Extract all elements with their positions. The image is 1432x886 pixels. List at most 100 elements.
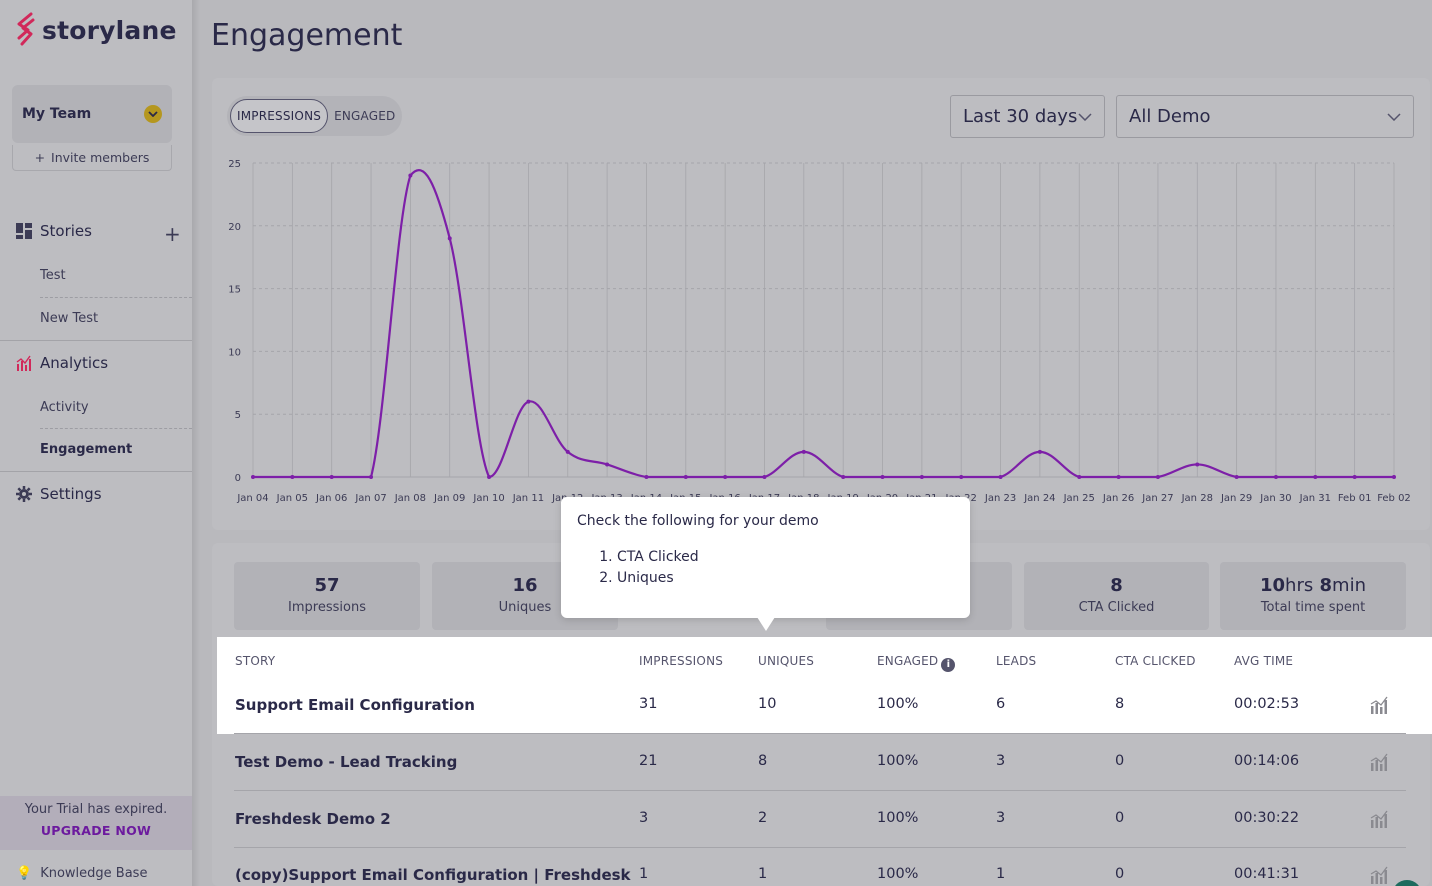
team-select[interactable]: My Team (12, 85, 172, 143)
team-switcher: My Team + Invite members (12, 85, 172, 173)
x-tick-label: Feb 02 (1377, 493, 1411, 504)
date-range-select[interactable]: Last 30 days (950, 95, 1105, 138)
sidebar-item-stories[interactable]: Stories (16, 222, 92, 240)
data-point[interactable] (1392, 475, 1396, 479)
brand-name: storylane (42, 15, 177, 45)
minutes-unit: min (1332, 575, 1366, 596)
data-point[interactable] (841, 475, 846, 479)
date-range-value: Last 30 days (963, 106, 1078, 127)
chat-launcher-button[interactable] (1392, 880, 1422, 886)
sidebar-item-settings[interactable]: Settings (16, 485, 102, 503)
row-analytics-icon[interactable] (1370, 696, 1388, 714)
data-point[interactable] (1195, 462, 1200, 467)
sidebar-item-new-test[interactable]: New Test (40, 311, 99, 326)
data-point[interactable] (683, 475, 688, 479)
divider (40, 428, 192, 429)
invite-members-button[interactable]: + Invite members (12, 145, 172, 171)
x-tick-label: Jan 28 (1181, 493, 1213, 504)
cell-story[interactable]: Test Demo - Lead Tracking (235, 753, 458, 771)
data-point[interactable] (1313, 475, 1318, 479)
data-point[interactable] (565, 449, 570, 454)
hours-value: 10 (1259, 575, 1286, 596)
x-tick-label: Jan 24 (1023, 493, 1055, 504)
cell-avg: 00:14:06 (1234, 753, 1300, 769)
data-point[interactable] (1273, 475, 1278, 479)
data-point[interactable] (251, 475, 255, 479)
x-tick-label: Jan 09 (433, 493, 465, 504)
toggle-engaged[interactable]: ENGAGED (334, 109, 396, 123)
data-point[interactable] (723, 475, 728, 479)
plus-icon: + (34, 150, 46, 165)
x-tick-label: Jan 30 (1259, 493, 1291, 504)
row-analytics-icon[interactable] (1370, 810, 1388, 828)
sidebar-item-analytics[interactable]: Analytics (16, 354, 108, 372)
data-point[interactable] (329, 475, 334, 479)
data-point[interactable] (880, 475, 885, 479)
tooltip-list: CTA Clicked Uniques (577, 547, 954, 589)
data-point[interactable] (1352, 475, 1357, 479)
info-icon[interactable]: i (941, 657, 956, 672)
data-point[interactable] (1155, 475, 1160, 479)
data-point[interactable] (1234, 475, 1239, 479)
y-tick-label: 20 (228, 222, 241, 233)
tooltip-item: Uniques (617, 568, 954, 589)
stat-label: Total time spent (1260, 600, 1366, 615)
stat-total-time: 10hrs 8min Total time spent (1220, 562, 1406, 630)
data-point[interactable] (998, 475, 1003, 479)
demo-select[interactable]: All Demo (1116, 95, 1414, 138)
data-point[interactable] (1116, 475, 1121, 479)
settings-label: Settings (40, 485, 102, 503)
header-story: STORY (235, 654, 276, 668)
cell-story[interactable]: Support Email Configuration (235, 696, 475, 714)
data-point[interactable] (959, 475, 964, 479)
sidebar-item-test[interactable]: Test (40, 268, 66, 283)
cell-story[interactable]: (copy)Support Email Configuration | Fres… (235, 866, 631, 884)
data-point[interactable] (1077, 475, 1082, 479)
sidebar: storylane My Team + Invite members Stori… (0, 0, 192, 886)
data-point[interactable] (408, 173, 413, 178)
cell-uniques: 10 (758, 696, 777, 712)
data-point[interactable] (1037, 449, 1042, 454)
hours-unit: hrs (1285, 575, 1314, 596)
sidebar-item-engagement[interactable]: Engagement (40, 442, 133, 457)
analytics-label: Analytics (40, 354, 109, 372)
sidebar-item-activity[interactable]: Activity (40, 400, 89, 415)
stat-value: 10hrs 8min (1220, 575, 1406, 596)
cell-story[interactable]: Freshdesk Demo 2 (235, 810, 391, 828)
data-point[interactable] (369, 475, 374, 479)
data-point[interactable] (290, 475, 295, 479)
stat-value: 57 (314, 575, 340, 596)
divider (0, 471, 192, 472)
data-point[interactable] (605, 462, 610, 467)
x-tick-label: Jan 07 (354, 493, 386, 504)
cell-impressions: 31 (639, 696, 658, 712)
row-analytics-icon[interactable] (1370, 753, 1388, 771)
x-tick-label: Jan 26 (1102, 493, 1134, 504)
upgrade-now-link[interactable]: UPGRADE NOW (40, 823, 152, 838)
data-point[interactable] (801, 449, 806, 454)
divider (0, 340, 192, 341)
y-tick-label: 0 (235, 473, 241, 484)
toggle-impressions[interactable]: IMPRESSIONS (230, 99, 329, 133)
data-point[interactable] (644, 475, 649, 479)
x-tick-label: Feb 01 (1338, 493, 1372, 504)
cell-impressions: 1 (639, 866, 649, 882)
guide-tooltip: Check the following for your demo CTA Cl… (561, 497, 970, 618)
add-story-button[interactable]: + (164, 222, 181, 246)
header-cta-clicked: CTA CLICKED (1115, 654, 1196, 668)
data-point[interactable] (919, 475, 924, 479)
tooltip-title: Check the following for your demo (577, 513, 819, 529)
data-point[interactable] (487, 475, 492, 479)
x-tick-label: Jan 10 (472, 493, 504, 504)
data-point[interactable] (526, 399, 531, 404)
storylane-logo[interactable]: storylane (16, 12, 177, 48)
data-point[interactable] (762, 475, 767, 479)
x-tick-label: Jan 29 (1220, 493, 1252, 504)
stat-label: CTA Clicked (1078, 600, 1155, 615)
row-analytics-icon[interactable] (1370, 866, 1388, 884)
cell-avg: 00:41:31 (1234, 866, 1300, 882)
row-divider (234, 790, 1406, 791)
data-point[interactable] (447, 236, 452, 241)
chevron-down-icon (144, 105, 162, 123)
knowledge-base-link[interactable]: 💡 Knowledge Base (16, 866, 147, 881)
